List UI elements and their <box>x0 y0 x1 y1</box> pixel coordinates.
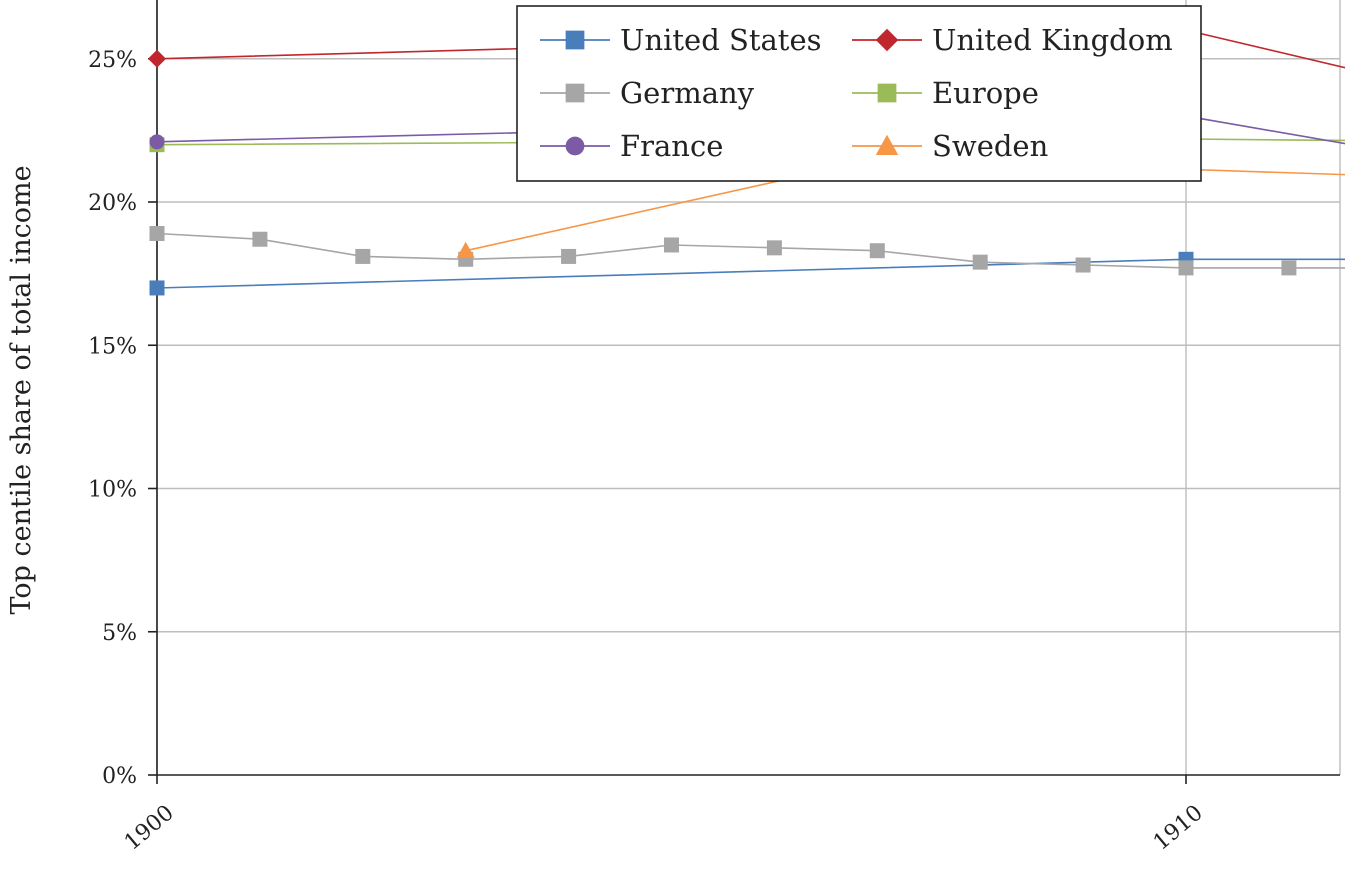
legend-marker-europe <box>877 83 897 103</box>
legend: United States United Kingdom Germany Europe… <box>516 5 1202 182</box>
data-point-united-kingdom <box>148 49 166 68</box>
data-point-germany <box>252 231 268 247</box>
y-tick-label: 20% <box>88 191 137 216</box>
legend-item-france: France <box>540 129 723 163</box>
legend-label-united-states: United States <box>620 23 822 57</box>
data-point-germany <box>1281 260 1297 276</box>
y-tick-label: 5% <box>102 621 137 646</box>
legend-item-europe: Europe <box>852 76 1039 110</box>
data-point-germany <box>869 243 885 259</box>
legend-marker-france <box>565 136 585 156</box>
y-tick-label: 0% <box>102 764 137 789</box>
legend-label-sweden: Sweden <box>932 129 1048 163</box>
legend-marker-sweden <box>875 134 899 155</box>
series-line-europe <box>156 138 1345 146</box>
data-point-germany <box>766 240 782 256</box>
series-sweden <box>456 150 1345 258</box>
data-point-united-states <box>149 280 165 296</box>
y-axis-label: Top centile share of total income <box>6 165 37 614</box>
data-point-germany <box>561 248 577 264</box>
legend-label-france: France <box>620 129 723 163</box>
legend-label-europe: Europe <box>932 76 1039 110</box>
data-point-sweden <box>456 241 475 258</box>
y-tick-label: 10% <box>88 478 137 503</box>
legend-marker-united-kingdom <box>875 28 899 52</box>
x-tick-label: 1900 <box>120 800 179 855</box>
legend-item-sweden: Sweden <box>852 129 1048 163</box>
data-point-germany <box>355 248 371 264</box>
legend-item-germany: Germany <box>540 76 755 110</box>
y-tick-label: 15% <box>88 334 137 359</box>
data-point-france <box>149 134 165 150</box>
data-point-germany <box>1178 260 1194 276</box>
legend-item-united-kingdom: United Kingdom <box>852 23 1173 57</box>
legend-marker-united-states <box>565 30 585 50</box>
x-tick-label: 1910 <box>1149 800 1208 855</box>
legend-item-united-states: United States <box>540 23 822 57</box>
data-point-germany <box>972 254 988 270</box>
legend-label-united-kingdom: United Kingdom <box>932 23 1173 57</box>
data-point-germany <box>149 226 165 242</box>
y-tick-label: 25% <box>88 48 137 73</box>
series-line-sweden <box>465 158 1345 252</box>
legend-marker-germany <box>565 83 585 103</box>
legend-label-germany: Germany <box>620 76 755 110</box>
data-point-germany <box>1075 257 1091 273</box>
data-point-germany <box>664 237 679 253</box>
axes <box>148 0 1340 784</box>
